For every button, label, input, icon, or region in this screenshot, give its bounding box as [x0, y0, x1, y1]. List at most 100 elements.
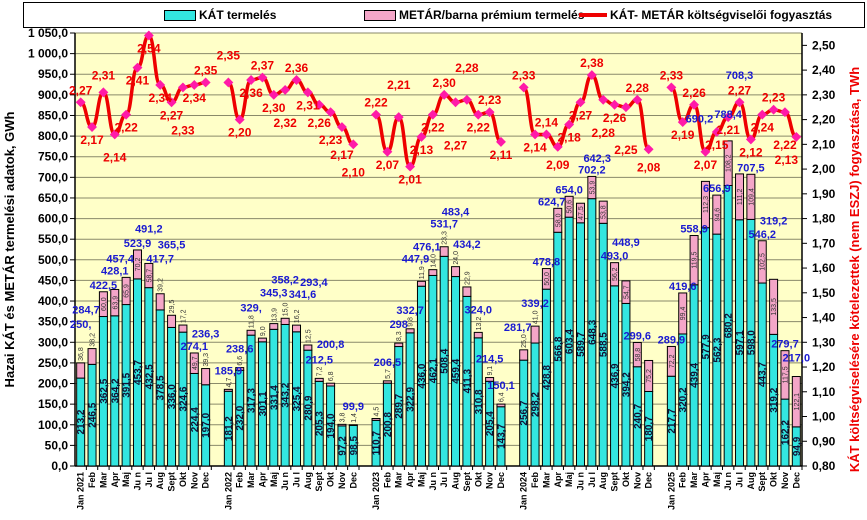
legend-item-metar: METÁR/barna prémium termelés — [364, 8, 584, 22]
bar-metar — [167, 314, 177, 328]
metar-value-label: 111,2 — [737, 188, 744, 205]
bar-kat — [201, 384, 211, 467]
y2-tick-label: 1,30 — [812, 335, 836, 349]
kat-value-label: 289,7 — [394, 393, 405, 418]
kat-value-label: 391,5 — [122, 372, 133, 397]
line-value-label: 2,13 — [775, 153, 799, 167]
line-marker — [302, 87, 313, 98]
line-value-label: 2,32 — [273, 116, 297, 130]
x-tick-label: Ju n — [132, 472, 142, 491]
x-tick-label: Apr — [405, 472, 415, 488]
line-marker — [200, 77, 211, 88]
bar-kat — [485, 380, 495, 467]
bar-kat — [371, 419, 381, 467]
metar-value-label: 122,1 — [794, 393, 801, 411]
line-value-label: 2,33 — [171, 123, 195, 137]
metar-value-label: 36,8 — [78, 347, 85, 361]
total-value-label: 654,0 — [555, 184, 583, 196]
bar-metar — [519, 349, 529, 361]
total-value-label: 417,7 — [146, 254, 174, 266]
line-marker — [314, 99, 325, 110]
bar-metar — [451, 266, 461, 278]
kat-value-label: 597,1 — [735, 330, 746, 355]
metar-value-label: 16,2 — [294, 309, 301, 323]
metar-value-label: 53,9 — [589, 181, 596, 195]
metar-value-label: 72,2 — [669, 354, 676, 368]
line-value-label: 2,14 — [103, 150, 127, 164]
y2-tick-label: 1,90 — [812, 187, 836, 201]
bar-kat — [541, 288, 551, 467]
bar-metar — [155, 293, 165, 311]
metar-value-label: 9,0 — [260, 326, 267, 336]
metar-value-label: 108,2 — [726, 154, 733, 172]
legend-label-line: KÁT- METÁR költségviselői fogyasztás — [610, 8, 833, 22]
bar-metar — [132, 249, 142, 280]
line-value-label: 2,20 — [228, 126, 252, 140]
line-value-label: 2,28 — [455, 61, 479, 75]
bar-metar — [326, 382, 336, 387]
line-marker — [405, 161, 416, 172]
x-tick-label: Feb — [678, 472, 688, 489]
metar-value-label: 17,2 — [180, 309, 187, 323]
bar-kat — [382, 382, 392, 467]
line-value-label: 2,12 — [739, 145, 763, 159]
bar-kat — [189, 372, 199, 467]
legend-label-kat: KÁT termelés — [199, 8, 277, 22]
total-value-label: 217,0 — [783, 353, 811, 365]
line-marker — [109, 129, 120, 140]
total-value-label: 523,9 — [124, 238, 152, 250]
line-value-label: 2,26 — [308, 116, 332, 130]
bar-kat — [303, 349, 313, 467]
bar-metar — [757, 240, 767, 284]
line-value-label: 2,14 — [535, 115, 559, 129]
metar-value-label: 14,0 — [430, 254, 437, 268]
line-marker — [246, 75, 257, 85]
bar-metar — [314, 377, 324, 382]
metar-value-label: 63,9 — [112, 296, 119, 310]
bar-kat — [678, 333, 688, 467]
total-value-label: 624,7 — [538, 196, 566, 208]
bar-metar — [371, 417, 381, 421]
total-value-label: 150,1 — [487, 380, 515, 392]
line-value-label: 2,34 — [183, 91, 207, 105]
total-value-label: 341,6 — [289, 289, 317, 301]
line-marker — [677, 117, 688, 128]
bar-kat — [132, 278, 142, 467]
x-tick-label: Maj — [269, 472, 279, 487]
metar-value-label: 54,7 — [623, 285, 630, 299]
legend-swatch-metar — [364, 9, 396, 21]
total-value-label: 236,3 — [192, 329, 220, 341]
bar-metar — [428, 269, 438, 276]
bar-kat — [757, 282, 767, 467]
line-marker — [155, 80, 166, 90]
x-tick-label: Feb — [530, 472, 540, 489]
bar-metar — [791, 376, 801, 428]
kat-value-label: 680,2 — [724, 313, 735, 338]
kat-value-label: 301,1 — [258, 391, 269, 416]
metar-value-label: 13,9 — [271, 308, 278, 322]
bar-kat — [76, 377, 86, 467]
total-value-label: 478,8 — [533, 257, 561, 269]
bar-metar — [587, 175, 597, 200]
bar-kat — [416, 285, 426, 467]
line-marker — [530, 129, 541, 140]
metar-value-label: 112,3 — [703, 196, 710, 213]
total-value-label: 99,9 — [343, 401, 364, 413]
metar-value-label: 65,9 — [124, 284, 131, 298]
bar-metar — [723, 140, 733, 186]
line-marker — [518, 82, 529, 93]
y-tick-label: 200,0 — [38, 377, 68, 391]
line-value-label: 2,18 — [557, 131, 581, 145]
total-value-label: 546,2 — [748, 229, 776, 241]
line-marker — [700, 146, 711, 157]
y2-tick-label: 2,30 — [812, 88, 836, 102]
metar-value-label: 39,2 — [158, 278, 165, 292]
line-value-label: 2,35 — [194, 63, 218, 77]
x-tick-label: Sept — [167, 472, 177, 492]
bar-kat — [564, 216, 574, 467]
line-marker — [291, 75, 302, 85]
bar-metar — [110, 288, 120, 317]
y2-tick-label: 2,10 — [812, 137, 836, 151]
consumption-line — [521, 73, 651, 152]
line-value-label: 2,27 — [728, 83, 752, 97]
